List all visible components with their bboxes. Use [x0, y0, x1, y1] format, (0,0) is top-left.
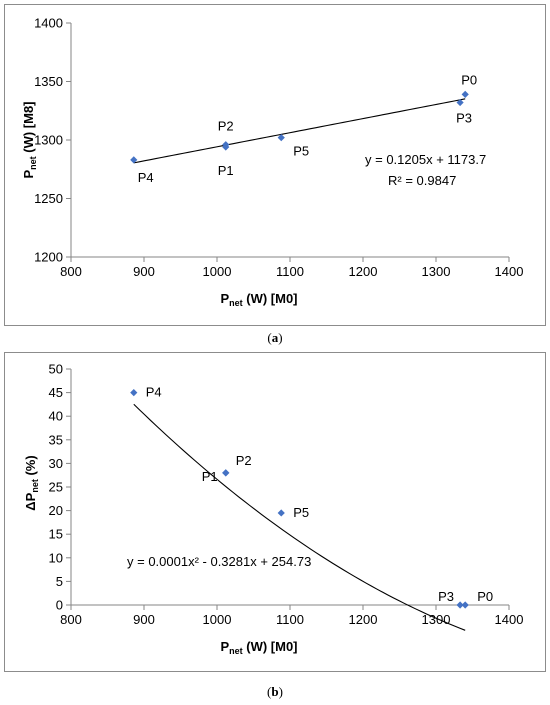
chart-b-point-label-p2: P2: [236, 453, 252, 468]
chart-a-x-tick-label: 800: [60, 264, 82, 279]
chart-panel-a: 1200 1250 1300 1350 1400 800 900 1000 1100 1200 13…: [4, 4, 546, 326]
chart-a-x-tick-label: 1000: [203, 264, 232, 279]
chart-b-x-tick-label: 1000: [203, 612, 232, 627]
chart-b-point-label-p0: P0: [477, 589, 493, 604]
chart-a-y-tick-label: 1350: [34, 74, 63, 89]
chart-b-point-p5: [277, 509, 285, 517]
caption-b: (b): [267, 684, 283, 699]
chart-b-y-tick-label: 50: [49, 362, 63, 377]
chart-a-r-squared: R² = 0.9847: [388, 173, 456, 188]
chart-a-point-p3: [456, 98, 464, 107]
chart-b-x-tick-label: 800: [60, 612, 82, 627]
chart-b-y-axis-title: ΔPnet (%): [23, 455, 40, 510]
chart-b-y-tick-label: 15: [49, 527, 63, 542]
chart-b-point-p4: [130, 389, 138, 397]
caption-b-letter: b: [271, 684, 279, 699]
chart-a-trendline: [133, 98, 466, 164]
chart-b-x-tick-label: 1400: [495, 612, 524, 627]
chart-a-y-tick-label: 1300: [34, 133, 63, 148]
chart-a-svg: 1200 1250 1300 1350 1400 800 900 1000 1100 1200 13…: [21, 16, 524, 309]
chart-a-point-label-p5: P5: [293, 144, 309, 159]
chart-b-equation: y = 0.0001x² - 0.3281x + 254.73: [127, 554, 311, 569]
chart-b-point-label-p4: P4: [146, 385, 162, 400]
chart-a-point-label-p3: P3: [456, 111, 472, 126]
chart-a-y-tick-label: 1400: [34, 16, 63, 31]
chart-b-y-tick-label: 35: [49, 432, 63, 447]
chart-b-y-tick-label: 10: [49, 550, 63, 565]
chart-b-point-p2: [222, 469, 230, 477]
chart-a-point-label-p1: P1: [218, 163, 234, 178]
chart-b-x-tick-label: 1100: [276, 612, 304, 627]
chart-a-x-tick-label: 1300: [422, 264, 451, 279]
chart-b-y-tick-label: 0: [56, 598, 63, 613]
chart-a-x-axis-title: Pnet (W) [M0]: [220, 291, 297, 308]
chart-a-x-tick-label: 1100: [276, 264, 304, 279]
chart-a-x-tick-label: 1400: [495, 264, 524, 279]
chart-a-point-p5: [277, 134, 285, 142]
chart-b-point-p3: [456, 601, 464, 609]
chart-b-y-tick-label: 20: [49, 503, 63, 518]
chart-b-y-tick-label: 40: [49, 409, 63, 424]
chart-b-point-label-p5: P5: [293, 505, 309, 520]
chart-a-point-p4: [130, 156, 138, 164]
chart-b-point-p0: [461, 601, 469, 609]
chart-b-svg: 0 5 10 15 20 25 30 35 40 45 50 800 900 1000 1100 1200 13…: [23, 362, 524, 657]
chart-b-x-tick-label: 1300: [422, 612, 451, 627]
caption-a-letter: a: [271, 330, 279, 345]
chart-b-y-tick-label: 5: [56, 574, 63, 589]
chart-b-point-label-p3: P3: [438, 589, 454, 604]
chart-a-y-tick-label: 1200: [34, 250, 63, 265]
chart-b-x-axis-title: Pnet (W) [M0]: [220, 639, 297, 656]
chart-a-point-label-p2: P2: [218, 119, 234, 134]
chart-a-point-label-p0: P0: [461, 72, 477, 87]
chart-a-point-label-p4: P4: [138, 170, 154, 185]
chart-b-y-tick-label: 30: [49, 456, 63, 471]
chart-b-point-label-p1: P1: [202, 469, 218, 484]
chart-a-point-p0: [461, 90, 469, 98]
chart-b-y-tick-label: 25: [49, 480, 63, 495]
chart-a-x-tick-label: 900: [133, 264, 155, 279]
chart-b-trendline: [133, 403, 466, 631]
chart-b-x-tick-label: 1200: [349, 612, 378, 627]
caption-a: (a): [267, 330, 283, 345]
chart-b-y-tick-label: 45: [49, 385, 63, 400]
chart-panel-b: 0 5 10 15 20 25 30 35 40 45 50 800 900 1000 1100 1200 13…: [4, 352, 546, 672]
chart-a-equation: y = 0.1205x + 1173.7: [365, 152, 486, 167]
chart-a-point-p2: [222, 141, 230, 149]
chart-a-x-tick-label: 1200: [349, 264, 378, 279]
chart-a-y-axis-title: Pnet (W) [M8]: [21, 101, 38, 178]
chart-a-y-tick-label: 1250: [34, 191, 63, 206]
chart-b-x-tick-label: 900: [133, 612, 155, 627]
